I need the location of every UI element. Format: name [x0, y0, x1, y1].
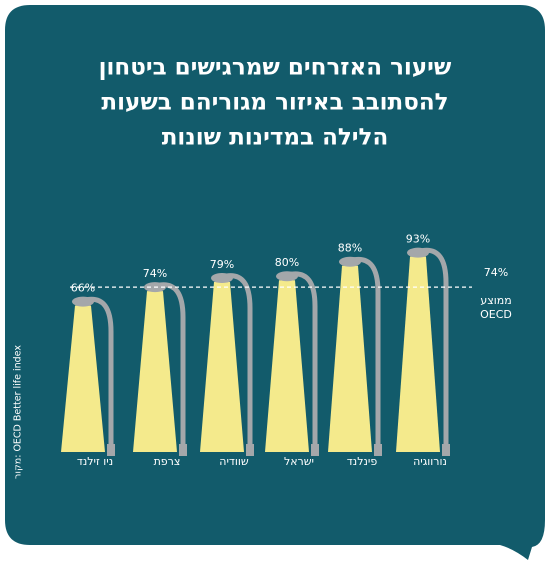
lamp-pole-base — [311, 444, 319, 456]
reference-label: ממוצע — [480, 294, 511, 307]
chart-title: להסתובב באיזור מגוריהם בשעות — [101, 90, 448, 116]
category-label: פינלנד — [347, 455, 378, 468]
light-cone — [61, 305, 105, 452]
lamp-head — [339, 256, 361, 267]
category-label: ניו זילנד — [77, 455, 113, 468]
lamp-head — [276, 271, 298, 282]
value-label: 74% — [143, 267, 167, 280]
lamp-pole-base — [442, 444, 450, 456]
lamp-pole-base — [246, 444, 254, 456]
light-cone — [133, 291, 177, 452]
chart-title: שיעור האזרחים שמרגישים ביטחון — [99, 55, 452, 81]
lamp-pole-base — [179, 444, 187, 456]
value-label: 79% — [210, 258, 234, 271]
value-label: 66% — [71, 282, 95, 295]
light-cone — [328, 265, 372, 452]
lamp-head — [211, 273, 233, 284]
lamp-head — [72, 296, 94, 307]
light-cone — [200, 282, 244, 452]
light-cone — [265, 280, 309, 452]
category-label: שוודיה — [219, 455, 249, 468]
category-label: נורווגיה — [413, 455, 447, 468]
source: מקור: OECD Better life index — [13, 345, 24, 479]
value-label: 93% — [406, 233, 430, 246]
lamp-pole-base — [374, 444, 382, 456]
reference-value-label: 74% — [484, 266, 508, 279]
lamp-pole-base — [107, 444, 115, 456]
value-label: 88% — [338, 242, 362, 255]
light-cone — [396, 256, 440, 452]
category-label: צרפת — [154, 455, 181, 468]
reference-label: OECD — [480, 308, 512, 321]
category-label: ישראל — [284, 455, 314, 468]
lamp-head — [407, 247, 429, 258]
chart-title: הלילה במדינות שונות — [162, 125, 389, 151]
value-label: 80% — [275, 256, 299, 269]
